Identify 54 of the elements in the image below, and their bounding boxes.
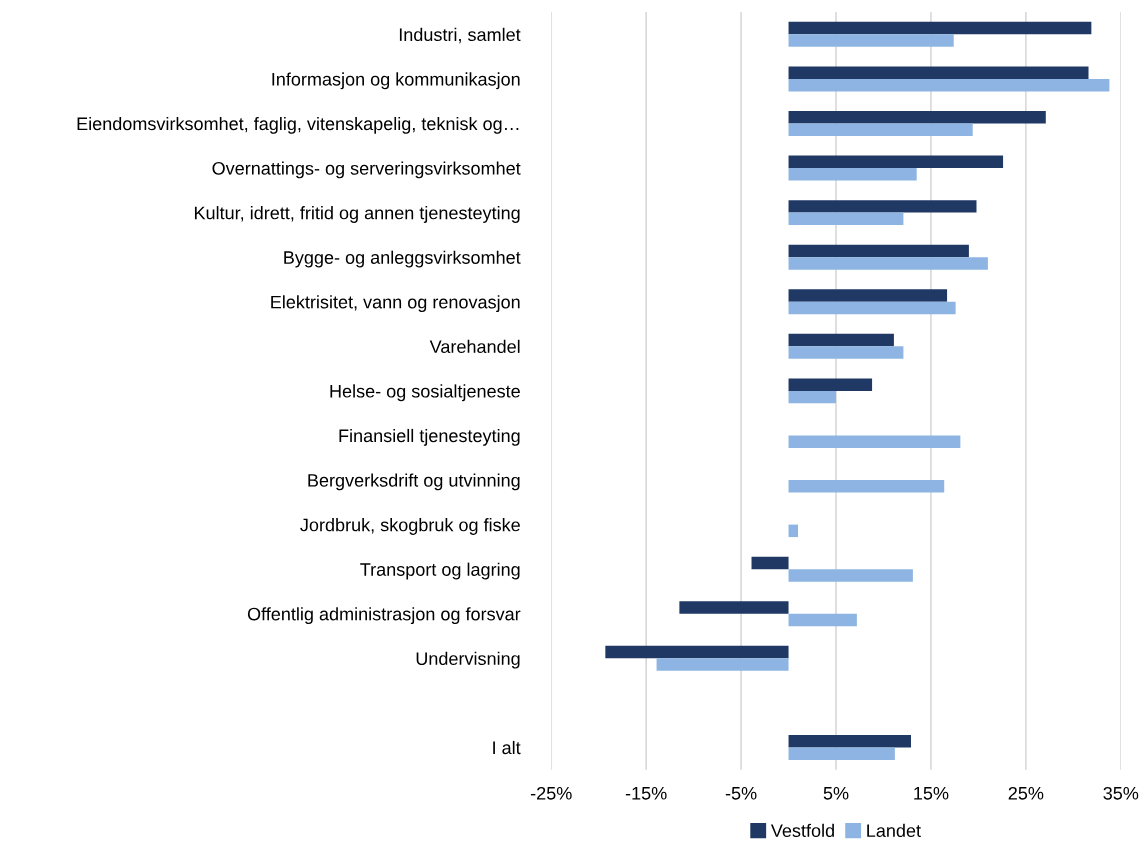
bar	[788, 34, 954, 47]
y-tick-label: Offentlig administrasjon og forsvar	[247, 607, 521, 625]
x-tick-label: 35%	[1103, 786, 1139, 800]
bar	[788, 747, 895, 760]
bar	[656, 658, 789, 671]
bar	[679, 601, 789, 614]
bar	[788, 301, 956, 315]
x-tick-label: 5%	[823, 786, 849, 800]
x-tick-label: 25%	[1008, 786, 1044, 800]
y-tick-label: I alt	[493, 740, 521, 755]
y-tick-label: Elektrisitet, vann og renovasjon	[271, 295, 520, 313]
bar	[788, 200, 977, 213]
bar	[788, 66, 1089, 79]
bar	[788, 257, 988, 270]
bar	[788, 168, 917, 181]
bar	[788, 435, 961, 448]
y-tick-label: Eiendomsvirksomhet, faglig, vitenskapelig, teknisk og…	[77, 116, 519, 134]
bar	[788, 524, 799, 538]
bar	[788, 346, 904, 359]
y-tick-label: Informasjon og kommunikasjon	[272, 72, 520, 90]
x-tick-label: 15%	[914, 786, 949, 800]
y-tick-label: Kultur, idrett, fritid og annen tjenesteyting	[194, 206, 520, 223]
bar	[788, 289, 948, 302]
bar	[788, 212, 904, 226]
y-tick-label: Jordbruk, skogbruk og fiske	[300, 518, 520, 535]
legend-label: Vestfold	[770, 823, 834, 838]
y-tick-label: Transport og lagring	[360, 562, 520, 580]
y-tick-label: Varehandel	[429, 339, 520, 354]
bar	[788, 21, 1092, 35]
bar	[788, 155, 1004, 169]
legend-label: Landet	[867, 823, 921, 838]
y-tick-label: Undervisning	[416, 651, 520, 669]
bar	[788, 111, 1046, 124]
bar	[788, 123, 973, 136]
x-tick-label: -5%	[725, 786, 757, 800]
y-tick-label: Helse- og sosialtjeneste	[330, 384, 520, 402]
y-tick-label: Industri, samlet	[399, 27, 521, 44]
bar	[788, 333, 894, 347]
y-tick-label: Overnattings- og serveringsvirksomhet	[212, 161, 521, 179]
bar	[788, 378, 873, 391]
y-tick-label: Bergverksdrift og utvinning	[308, 473, 520, 491]
bar	[788, 244, 969, 258]
bar	[751, 556, 789, 570]
bar	[605, 645, 789, 659]
bar	[788, 480, 945, 493]
bar	[788, 390, 837, 404]
x-tick-label: -25%	[530, 786, 572, 800]
y-tick-label: Bygge- og anleggsvirksomhet	[284, 250, 521, 268]
bar	[788, 734, 911, 748]
bar	[788, 78, 1110, 92]
bar	[788, 613, 857, 627]
y-tick-label: Finansiell tjenesteyting	[339, 428, 520, 446]
x-tick-label: -15%	[625, 786, 667, 800]
bar	[788, 569, 913, 582]
